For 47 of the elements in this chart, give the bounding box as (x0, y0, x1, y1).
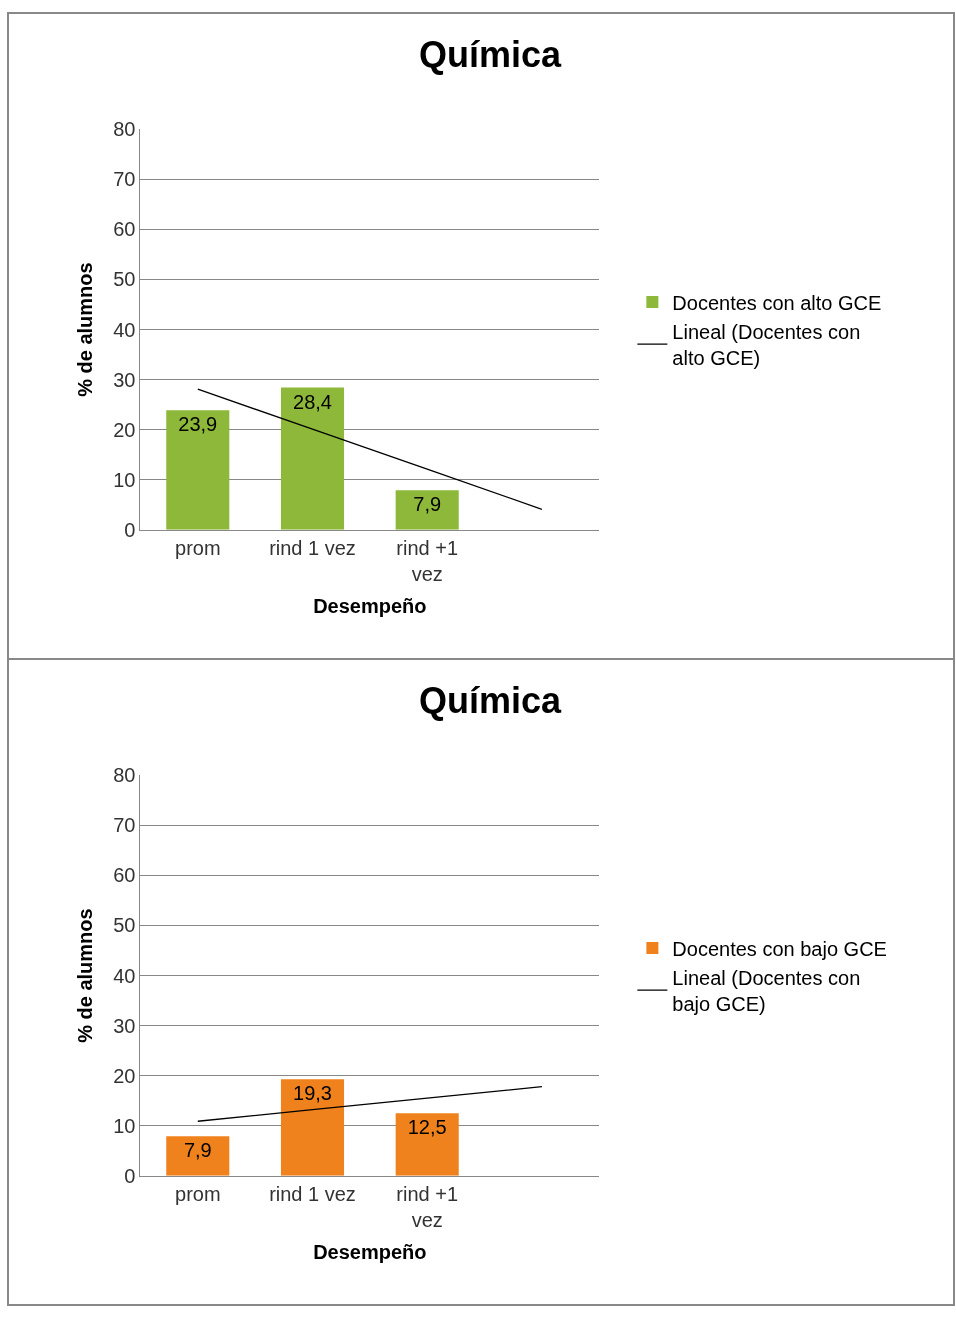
y-tick-label: 80 (113, 118, 136, 141)
y-tick-label: 20 (113, 1064, 136, 1087)
y-tick-label: 60 (113, 864, 136, 887)
y-tick-label: 70 (113, 814, 136, 837)
y-tick-label: 0 (124, 518, 136, 541)
y-tick-label: 50 (113, 914, 136, 937)
x-tick-label: rind +1 vez (396, 1182, 459, 1231)
data-label: 7,9 (413, 493, 442, 516)
x-tick-label: rind 1 vez (269, 536, 356, 559)
y-tick-label: 30 (113, 1014, 136, 1037)
x-tick-label: rind 1 vez (269, 1182, 356, 1205)
y-tick-label: 40 (113, 318, 136, 341)
chart-title: Química (419, 34, 563, 75)
y-tick-label: 10 (113, 468, 136, 491)
legend-label: Docentes con bajo GCE (672, 937, 887, 960)
x-tick-label: prom (175, 1182, 221, 1205)
data-label: 12,5 (407, 1116, 447, 1139)
x-tick-label: prom (175, 536, 221, 559)
y-tick-label: 0 (124, 1164, 136, 1187)
y-tick-label: 30 (113, 368, 136, 391)
bar (395, 490, 459, 530)
y-axis-title: % de alumnos (73, 908, 96, 1043)
y-axis-title: % de alumnos (73, 262, 96, 397)
y-tick-label: 70 (113, 168, 136, 191)
y-tick-label: 40 (113, 964, 136, 987)
bar (166, 410, 230, 530)
bar (280, 1079, 345, 1176)
bar (280, 387, 345, 530)
legend-label: Docentes con alto GCE (672, 291, 882, 314)
bar (166, 1136, 230, 1176)
x-axis-title: Desempeño (313, 595, 427, 618)
x-axis-title: Desempeño (313, 1241, 427, 1264)
chart-title: Química (419, 680, 563, 721)
data-label: 19,3 (293, 1082, 332, 1105)
line-series (197, 1086, 543, 1122)
data-label: 28,4 (293, 390, 332, 413)
y-tick-label: 10 (113, 1114, 136, 1137)
legend-label: Lineal (Docentes con alto GCE) (672, 320, 861, 369)
data-label: 23,9 (178, 413, 218, 436)
y-tick-label: 20 (113, 418, 136, 441)
data-label: 7,9 (183, 1139, 212, 1162)
bar (395, 1113, 459, 1176)
x-tick-label: rind +1 vez (396, 536, 459, 585)
y-tick-label: 50 (113, 268, 136, 291)
y-tick-label: 80 (113, 764, 136, 787)
legend-label: Lineal (Docentes con bajo GCE) (672, 966, 861, 1015)
y-tick-label: 60 (113, 218, 136, 241)
